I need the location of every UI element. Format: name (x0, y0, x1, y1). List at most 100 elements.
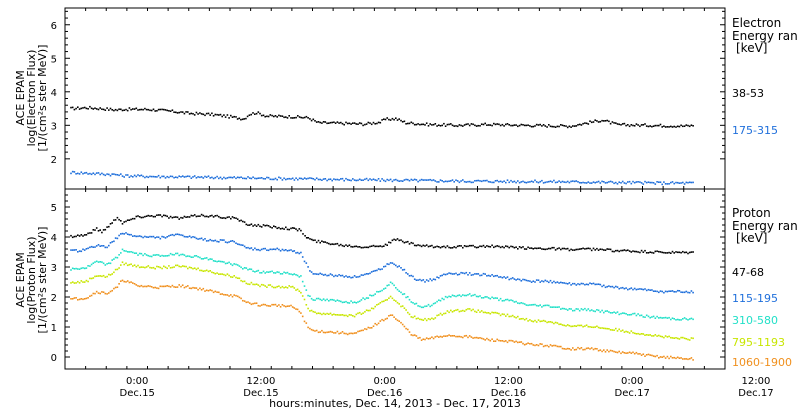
data-point (451, 247, 454, 249)
data-point (130, 251, 132, 253)
data-point (477, 179, 480, 182)
data-point (200, 289, 203, 291)
data-point (403, 120, 406, 123)
data-point (608, 328, 610, 330)
data-point (644, 316, 646, 318)
data-point (544, 125, 547, 127)
data-point (80, 267, 83, 270)
data-point (360, 179, 363, 181)
data-point (322, 121, 325, 123)
data-point (542, 124, 545, 126)
data-point (120, 264, 122, 266)
data-point (391, 282, 394, 285)
data-point (126, 174, 129, 176)
data-point (324, 121, 327, 123)
data-point (78, 250, 81, 252)
data-point (548, 247, 550, 250)
data-point (603, 327, 605, 330)
data-point (276, 285, 278, 288)
data-point (388, 263, 390, 266)
data-point (465, 245, 468, 248)
data-point (542, 319, 545, 322)
data-point (642, 333, 645, 335)
data-point (372, 325, 375, 327)
data-point (374, 179, 376, 181)
y-tick-label: 5 (51, 54, 57, 65)
data-point (499, 314, 502, 317)
data-point (343, 123, 345, 126)
data-point (517, 302, 519, 304)
data-point (587, 283, 590, 286)
data-point (508, 299, 510, 302)
data-point (645, 181, 648, 184)
data-point (687, 338, 689, 341)
data-point (615, 327, 617, 330)
data-point (405, 123, 407, 125)
data-point (535, 181, 538, 183)
proton-ylabel-line-1: ACE EPAM (14, 252, 27, 307)
data-point (688, 251, 691, 254)
data-point (496, 179, 498, 182)
data-point (370, 179, 373, 181)
data-point (250, 223, 253, 225)
data-point (350, 300, 352, 302)
data-point (584, 325, 586, 327)
data-point (374, 293, 376, 295)
data-point (627, 331, 629, 333)
data-point (596, 309, 598, 311)
data-point (207, 112, 210, 115)
y-tick-label: 2 (51, 155, 57, 166)
data-point (326, 122, 328, 125)
data-point (334, 314, 337, 316)
data-point (644, 288, 646, 290)
data-point (687, 124, 689, 127)
data-point (551, 181, 553, 183)
data-point (135, 252, 138, 254)
data-point (278, 285, 280, 287)
data-point (620, 352, 622, 355)
data-point (207, 270, 210, 273)
data-point (558, 125, 560, 128)
data-point (80, 171, 83, 173)
data-point (364, 178, 366, 181)
data-point (510, 245, 512, 248)
data-point (554, 126, 557, 128)
data-point (647, 334, 650, 336)
data-point (293, 117, 296, 119)
data-point (200, 213, 203, 216)
data-point (188, 266, 191, 269)
x-tick-date-label: Dec.16 (491, 388, 526, 399)
data-point (690, 337, 693, 339)
data-point (121, 175, 124, 177)
data-point (676, 289, 679, 292)
data-point (429, 245, 431, 247)
data-point (592, 247, 595, 250)
data-point (458, 310, 461, 313)
data-point (109, 107, 112, 110)
data-point (80, 250, 83, 253)
data-point (456, 274, 459, 276)
data-point (295, 228, 297, 230)
data-point (95, 172, 98, 174)
data-point (596, 120, 598, 122)
data-point (223, 273, 225, 276)
data-point (460, 124, 462, 127)
data-point (236, 118, 239, 120)
data-point (585, 283, 588, 286)
data-point (126, 109, 129, 112)
data-point (396, 266, 399, 268)
data-point (199, 215, 201, 217)
data-point (228, 117, 230, 119)
data-point (462, 246, 464, 249)
data-point (343, 245, 345, 248)
data-point (303, 298, 306, 301)
data-point (109, 290, 112, 293)
data-point (238, 220, 241, 222)
data-point (630, 287, 633, 289)
data-point (405, 309, 407, 311)
data-point (590, 347, 593, 349)
data-point (645, 252, 648, 254)
data-point (352, 122, 354, 124)
data-point (200, 258, 203, 260)
data-point (230, 176, 232, 179)
